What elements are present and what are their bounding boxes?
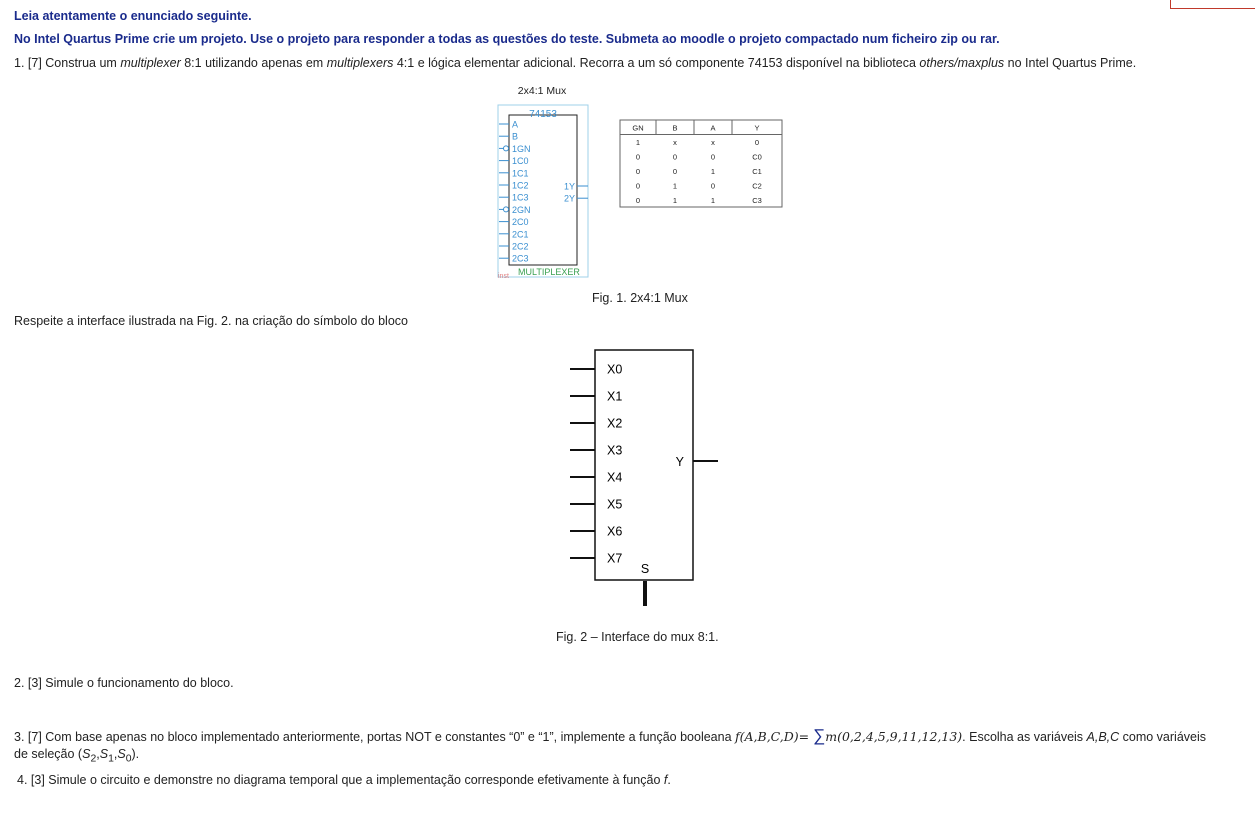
text: f [663, 773, 668, 787]
question-3: 3. [7] Com base apenas no bloco implemen… [14, 726, 1206, 746]
var: S [82, 747, 91, 761]
pin-label: 1C0 [512, 156, 529, 166]
text: como variáveis [1119, 730, 1207, 744]
text: A,B,C [1086, 730, 1120, 744]
symbol-name: MULTIPLEXER [518, 267, 580, 277]
inversion-bubble [503, 206, 509, 213]
pin-label: 2C2 [512, 242, 529, 252]
table-cell: 1 [673, 182, 677, 191]
formula: m(0,2,4,5,9,11,12,13) [825, 729, 963, 744]
pin-label: 2C1 [512, 229, 529, 239]
var: S [117, 747, 126, 761]
table-cell: 1 [711, 167, 715, 176]
text: 1. [7] Construa um [14, 56, 121, 70]
table-cell: x [673, 138, 677, 147]
subscript: 0 [125, 753, 132, 765]
table-cell: 0 [673, 153, 677, 162]
text: , [113, 747, 118, 761]
figure-title: 2x4:1 Mux [518, 85, 567, 97]
text: others/maxplus [919, 56, 1005, 70]
inversion-bubble [503, 145, 509, 152]
pin-label: 2C0 [512, 217, 529, 227]
table-cell: 0 [636, 167, 640, 176]
pin-label: A [512, 120, 518, 130]
table-cell: C0 [752, 153, 762, 162]
table-cell: 0 [711, 153, 715, 162]
input-label: X5 [607, 498, 622, 512]
input-label: X3 [607, 444, 622, 458]
table-cell: 0 [636, 196, 640, 205]
text: no Intel Quartus Prime. [1004, 56, 1137, 70]
table-cell: B [672, 124, 677, 133]
table-cell: x [711, 138, 715, 147]
pin-label: 1C3 [512, 193, 529, 203]
text: multiplexer [120, 56, 181, 70]
text: multiplexers [326, 56, 394, 70]
component-name: 74153 [529, 109, 557, 120]
table-cell: 0 [636, 182, 640, 191]
pin-label: 2C3 [512, 254, 529, 264]
question-3-continued: de seleção (S2,S1,S0). [14, 747, 139, 765]
symbol-frame [497, 104, 589, 278]
instruction-heading: Leia atentamente o enunciado seguinte. [14, 9, 252, 23]
pin-label: 1Y [564, 182, 575, 192]
instance-name: inst [498, 273, 509, 280]
table-frame [619, 119, 783, 208]
var: S [99, 747, 109, 761]
output-label: Y [676, 455, 685, 469]
table-cell: A [710, 124, 715, 133]
pin-label: 1C1 [512, 168, 529, 178]
input-label: X2 [607, 417, 622, 431]
formula: f(A,B,C,D)= [735, 729, 814, 744]
select-label: S [641, 562, 649, 576]
input-label: X4 [607, 471, 622, 485]
table-cell: 1 [636, 138, 640, 147]
table-cell: 1 [711, 196, 715, 205]
subscript: 1 [108, 753, 114, 765]
figure-caption: Fig. 2 – Interface do mux 8:1. [556, 630, 719, 644]
symbol-body [508, 114, 578, 266]
subscript: 2 [90, 753, 97, 765]
sum-symbol: ∑ [813, 726, 826, 745]
input-label: X0 [607, 363, 622, 377]
text: . Escolha as variáveis [962, 730, 1087, 744]
text: , [96, 747, 100, 761]
pin-label: 1C2 [512, 181, 529, 191]
text: 3. [7] Com base apenas no bloco implemen… [14, 730, 736, 744]
text: 4. [3] Simule o circuito e demonstre no … [17, 773, 664, 787]
figure-caption: Fig. 1. 2x4:1 Mux [592, 291, 688, 305]
table-cell: 0 [755, 138, 759, 147]
question-4: 4. [3] Simule o circuito e demonstre no … [17, 773, 671, 787]
corner-box [1170, 0, 1255, 9]
table-cell: C3 [752, 196, 762, 205]
question-1: 1. [7] Construa um multiplexer 8:1 utili… [14, 56, 1136, 70]
table-cell: C2 [752, 182, 762, 191]
pin-label: 2Y [564, 194, 575, 204]
table-cell: 1 [673, 196, 677, 205]
input-label: X6 [607, 525, 622, 539]
instruction-text: Respeite a interface ilustrada na Fig. 2… [14, 314, 408, 328]
text: 4:1 e lógica elementar adicional. Recorr… [393, 56, 920, 70]
block [594, 349, 694, 581]
input-label: X7 [607, 552, 622, 566]
figure-2: Y S X0 X1 X2 X3 X4 X5 X6 X7 [570, 349, 718, 606]
text: ). [131, 747, 140, 761]
figure-1: 2x4:1 Mux 74153 inst MULTIPLEXER AB1GN1C… [497, 85, 783, 280]
pin-label: 1GN [512, 144, 531, 154]
pin-label: 2GN [512, 205, 531, 215]
text: 8:1 utilizando apenas em [180, 56, 327, 70]
table-cell: 0 [711, 182, 715, 191]
task-text: No Intel Quartus Prime crie um projeto. … [14, 32, 1000, 46]
pin-label: B [512, 132, 518, 142]
text: . [667, 773, 671, 787]
text: de seleção ( [14, 747, 83, 761]
table-cell: GN [632, 124, 643, 133]
table-cell: 0 [636, 153, 640, 162]
question-2: 2. [3] Simule o funcionamento do bloco. [14, 676, 234, 690]
input-label: X1 [607, 390, 622, 404]
table-cell: Y [754, 124, 759, 133]
table-cell: C1 [752, 167, 762, 176]
table-cell: 0 [673, 167, 677, 176]
